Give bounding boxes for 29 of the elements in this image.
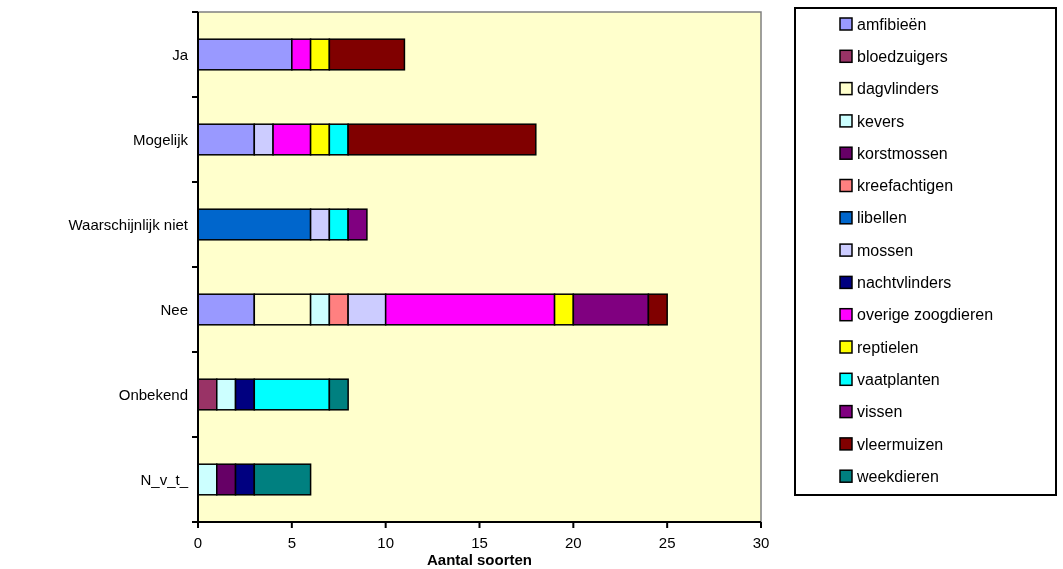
y-tick-label: Mogelijk [132,130,189,148]
y-tick-label: Nee [160,300,188,318]
legend-label: korstmossen [857,144,948,162]
legend-label: kreefachtigen [857,177,954,195]
y-tick-label: Ja [172,45,189,63]
x-tick-label: 25 [658,534,676,551]
legend-label: amfibieën [857,15,927,33]
x-axis-title: Aantal soorten [426,551,533,568]
legend-label: libellen [857,209,907,227]
legend-label: overige zoogdieren [857,306,994,324]
x-tick-label: 0 [193,534,203,551]
legend-label: vleermuizen [857,435,944,453]
legend-label: weekdieren [856,467,939,485]
legend-label: mossen [857,241,914,259]
x-tick-label: 15 [471,534,488,551]
legend-label: vissen [857,403,903,421]
y-tick-label: N_v_t_ [140,470,189,488]
legend-label: dagvlinders [857,80,939,98]
legend-label: bloedzuigers [857,47,948,65]
x-tick-label: 30 [752,534,770,551]
x-tick-label: 20 [564,534,582,551]
legend-label: vaatplanten [857,370,940,388]
y-tick-label: Onbekend [118,385,188,403]
legend-label: reptielen [857,338,919,356]
x-tick-label: 10 [377,534,395,551]
x-tick-label: 5 [287,534,297,551]
legend-label: kevers [857,112,905,130]
legend-label: nachtvlinders [857,274,952,291]
y-tick-label: Waarschijnlijk niet [68,215,189,233]
